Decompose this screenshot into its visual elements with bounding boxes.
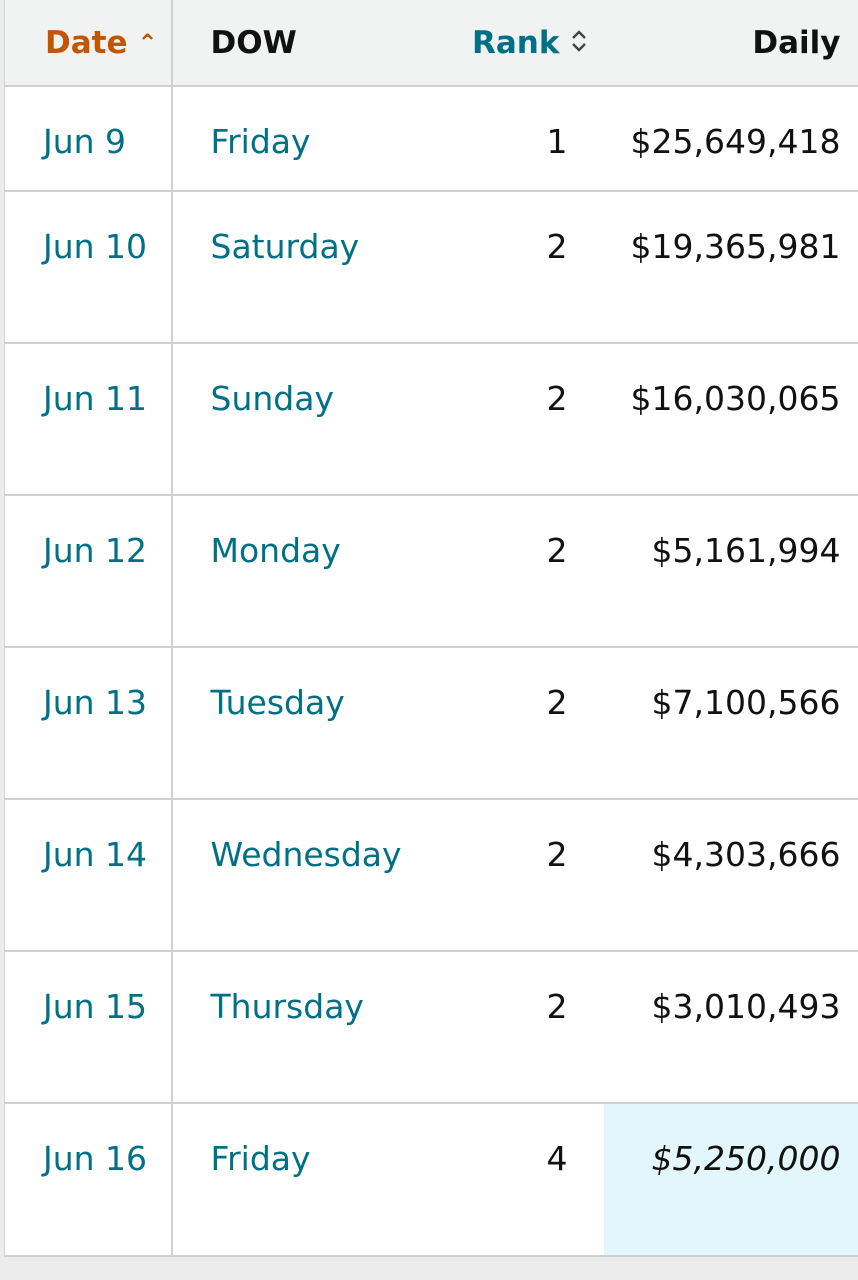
- daily-gross-estimate-cell: $5,250,000: [603, 1103, 858, 1255]
- rank-cell: 2: [411, 951, 604, 1104]
- table-body: Jun 9 Friday 1 $25,649,418 Jun 10 Saturd…: [4, 86, 858, 1255]
- date-cell[interactable]: Jun 16: [4, 1103, 173, 1255]
- daily-header-label: Daily: [752, 24, 841, 61]
- sort-up-down-icon: [570, 27, 588, 58]
- daily-gross-cell: $4,303,666: [603, 799, 858, 952]
- dow-link[interactable]: Tuesday: [210, 683, 345, 722]
- daily-gross-cell: $25,649,418: [603, 86, 858, 192]
- dow-link[interactable]: Friday: [210, 1139, 311, 1178]
- daily-box-office-table: Date ⌃ DOW Rank Daily: [4, 0, 858, 1257]
- date-cell[interactable]: Jun 10: [4, 191, 173, 344]
- daily-gross-cell: $5,161,994: [603, 495, 858, 648]
- dow-link[interactable]: Wednesday: [210, 835, 402, 874]
- rank-cell: 2: [411, 495, 604, 648]
- table-row: Jun 16 Friday 4 $5,250,000: [4, 1103, 858, 1255]
- date-cell[interactable]: Jun 13: [4, 647, 173, 800]
- rank-cell: 2: [411, 343, 604, 496]
- daily-gross-cell: $19,365,981: [603, 191, 858, 344]
- dow-link[interactable]: Thursday: [210, 987, 364, 1026]
- table-row: Jun 11 Sunday 2 $16,030,065: [4, 343, 858, 496]
- date-header-label: Date: [45, 24, 128, 61]
- table-row: Jun 12 Monday 2 $5,161,994: [4, 495, 858, 648]
- date-link[interactable]: Jun 15: [43, 987, 148, 1026]
- rank-cell: 2: [411, 191, 604, 344]
- dow-link[interactable]: Friday: [210, 122, 311, 161]
- dow-cell[interactable]: Tuesday: [171, 647, 412, 800]
- date-link[interactable]: Jun 12: [43, 531, 148, 570]
- dow-column-header[interactable]: DOW: [171, 0, 412, 87]
- rank-cell: 4: [411, 1103, 604, 1255]
- date-link[interactable]: Jun 10: [43, 227, 148, 266]
- date-cell[interactable]: Jun 14: [4, 799, 173, 952]
- dow-cell[interactable]: Friday: [171, 86, 412, 192]
- table-row: Jun 13 Tuesday 2 $7,100,566: [4, 647, 858, 800]
- dow-link[interactable]: Sunday: [210, 379, 334, 418]
- date-cell[interactable]: Jun 12: [4, 495, 173, 648]
- date-link[interactable]: Jun 16: [43, 1139, 148, 1178]
- dow-cell[interactable]: Thursday: [171, 951, 412, 1104]
- date-cell[interactable]: Jun 9: [4, 86, 173, 192]
- daily-column-header[interactable]: Daily: [603, 0, 858, 87]
- table-row: Jun 9 Friday 1 $25,649,418: [4, 86, 858, 192]
- dow-cell[interactable]: Sunday: [171, 343, 412, 496]
- dow-cell[interactable]: Friday: [171, 1103, 412, 1255]
- daily-gross-cell: $16,030,065: [603, 343, 858, 496]
- rank-cell: 1: [411, 86, 604, 192]
- rank-cell: 2: [411, 799, 604, 952]
- dow-cell[interactable]: Wednesday: [171, 799, 412, 952]
- data-table: Date ⌃ DOW Rank Daily: [4, 0, 858, 1255]
- date-link[interactable]: Jun 11: [43, 379, 148, 418]
- table-row: Jun 14 Wednesday 2 $4,303,666: [4, 799, 858, 952]
- date-cell[interactable]: Jun 11: [4, 343, 173, 496]
- table-row: Jun 15 Thursday 2 $3,010,493: [4, 951, 858, 1104]
- dow-header-label: DOW: [210, 24, 297, 61]
- chevron-up-icon: ⌃: [137, 28, 158, 57]
- daily-gross-cell: $3,010,493: [603, 951, 858, 1104]
- daily-gross-cell: $7,100,566: [603, 647, 858, 800]
- rank-header-label: Rank: [472, 24, 560, 61]
- header-row: Date ⌃ DOW Rank Daily: [4, 0, 858, 87]
- date-link[interactable]: Jun 14: [43, 835, 148, 874]
- rank-column-header[interactable]: Rank: [411, 0, 604, 87]
- table-header: Date ⌃ DOW Rank Daily: [4, 0, 858, 87]
- dow-cell[interactable]: Monday: [171, 495, 412, 648]
- dow-link[interactable]: Saturday: [210, 227, 360, 266]
- date-link[interactable]: Jun 9: [43, 122, 127, 161]
- date-cell[interactable]: Jun 15: [4, 951, 173, 1104]
- rank-cell: 2: [411, 647, 604, 800]
- date-link[interactable]: Jun 13: [43, 683, 148, 722]
- table-row: Jun 10 Saturday 2 $19,365,981: [4, 191, 858, 344]
- dow-cell[interactable]: Saturday: [171, 191, 412, 344]
- date-column-header[interactable]: Date ⌃: [4, 0, 173, 87]
- dow-link[interactable]: Monday: [210, 531, 341, 570]
